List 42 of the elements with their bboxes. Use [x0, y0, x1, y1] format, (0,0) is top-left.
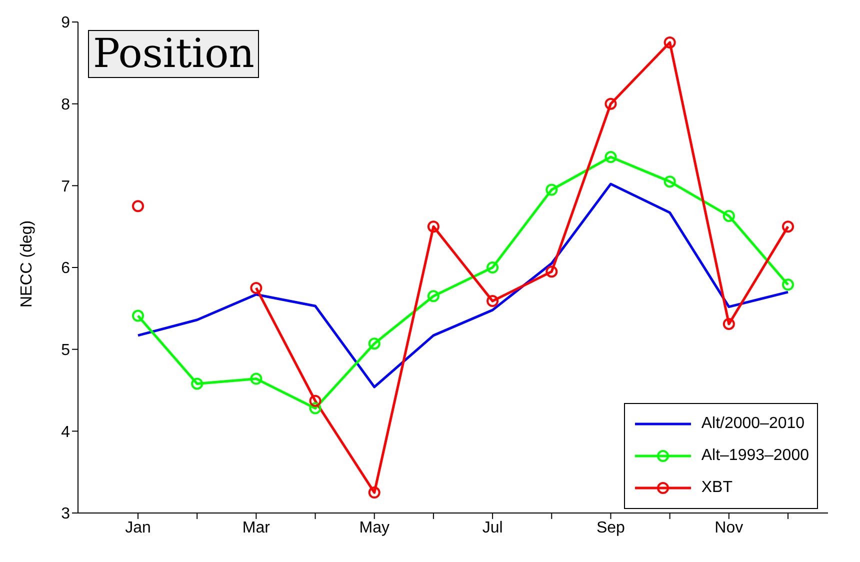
point	[722, 210, 735, 222]
x-tick-label: May	[359, 519, 390, 536]
point	[546, 184, 558, 196]
point	[250, 372, 262, 385]
y-tick-label: 5	[61, 342, 70, 360]
x-tick-label: Jul	[482, 519, 503, 536]
point	[427, 290, 440, 302]
line-series	[136, 182, 790, 388]
point	[368, 338, 380, 350]
point	[309, 402, 322, 414]
x-tick-label: Sep	[596, 519, 626, 536]
point	[722, 318, 735, 330]
point	[132, 200, 144, 212]
point	[782, 220, 794, 233]
legend-label: XBT	[701, 479, 732, 497]
x-tick-label: Nov	[714, 519, 744, 536]
y-tick-label: 4	[61, 424, 70, 441]
legend-label: Alt–1993–2000	[701, 447, 809, 465]
point	[368, 486, 380, 499]
point	[250, 282, 262, 294]
point	[191, 378, 204, 390]
point	[486, 262, 499, 274]
y-tick-label: 8	[61, 96, 70, 114]
y-tick-label: 7	[61, 178, 70, 196]
legend-label: Alt/2000–2010	[701, 415, 805, 433]
point	[132, 310, 144, 322]
y-tick-label: 9	[61, 14, 70, 32]
point	[486, 295, 499, 308]
point	[604, 151, 617, 164]
point	[664, 176, 676, 188]
y-tick-label: 6	[61, 260, 70, 278]
y-tick-label: 3	[61, 506, 70, 523]
x-tick-label: Jan	[125, 519, 151, 536]
chart-title: Position	[88, 30, 260, 78]
point	[427, 220, 440, 233]
point	[782, 278, 794, 291]
point	[546, 266, 558, 278]
point	[664, 36, 676, 48]
point	[309, 394, 322, 407]
point	[604, 98, 617, 110]
y-axis-title: NECC (deg)	[18, 220, 36, 308]
x-tick-label: Mar	[242, 519, 271, 536]
